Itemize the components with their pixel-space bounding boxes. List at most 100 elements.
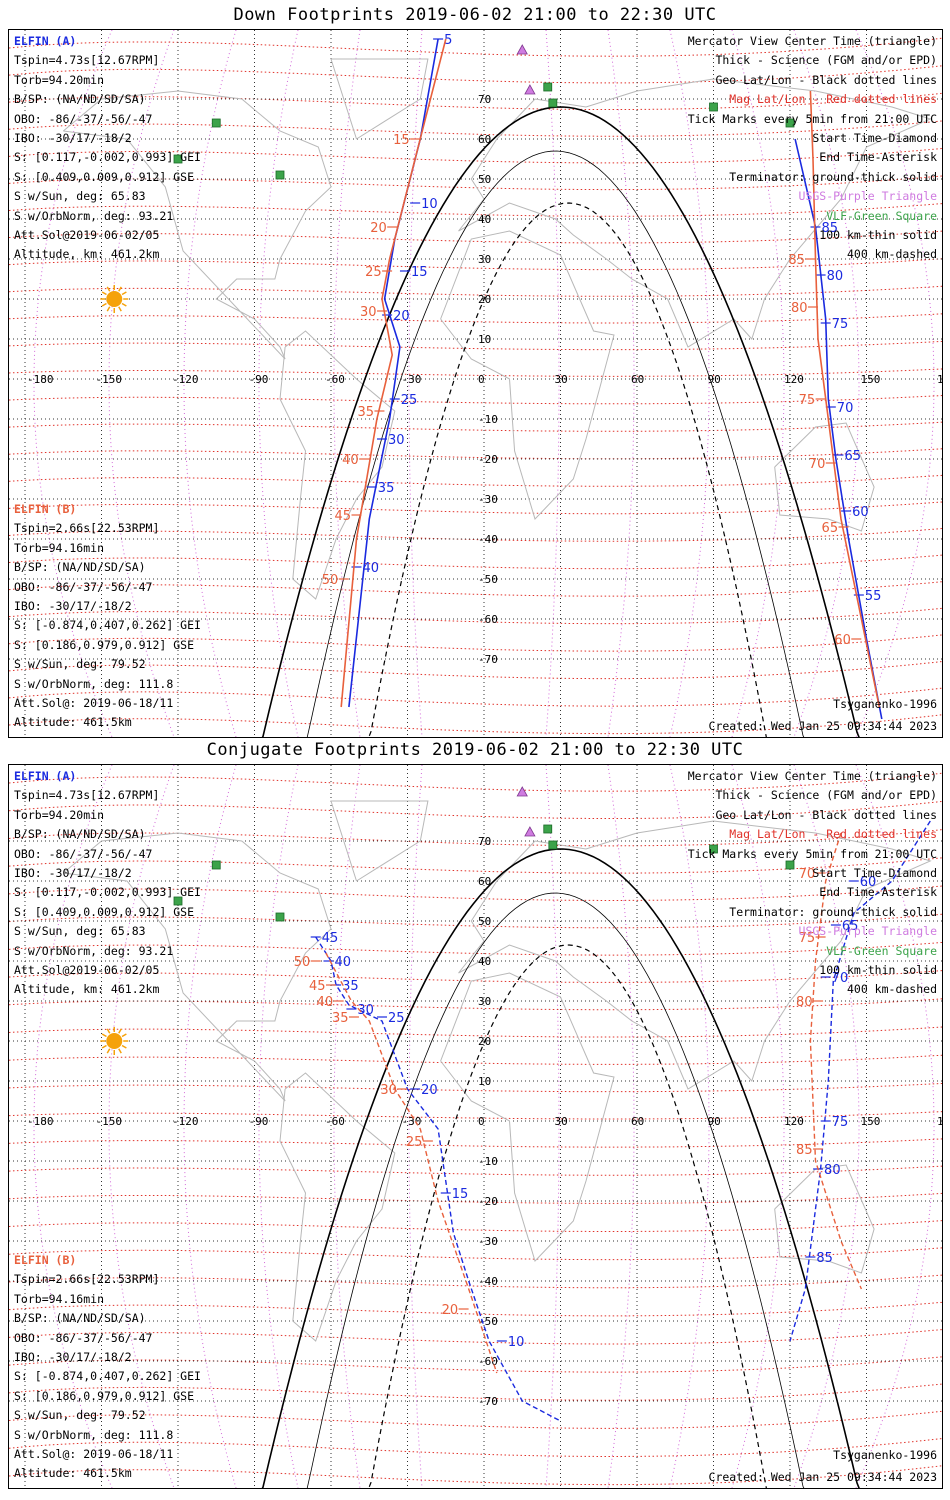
mag-latitude-line [9,1082,942,1093]
vlf-station [548,98,558,108]
mag-latitude-line [9,1220,942,1232]
sun-icon [100,285,129,313]
info-line: S w/OrbNorm, deg: 93.21 [14,208,174,223]
mag-latitude-line [9,285,942,297]
track-time-label: 85 [788,253,805,268]
sun-ray [118,1048,122,1054]
legend-line: USGS-Purple Triangle [798,189,937,204]
track-time-label: 20 [442,1303,459,1318]
track-time-label: 60 [860,875,877,890]
elfin-a-info: ELFIN (A) Tspin=4.73s[12.67RPM] Torb=94.… [14,767,201,1000]
info-line: Altitude: 461.5km [14,1466,132,1481]
track-time-label: 25 [365,265,382,280]
track-time-label: 30 [388,433,405,448]
lat-tick-label: 10 [478,333,491,346]
lon-tick-label: -30 [402,1115,422,1128]
legend-line: 100 km-thin solid [819,227,937,242]
info-line: Torb=94.20min [14,807,105,822]
info-line: Tspin=2.66s[22.53RPM] [14,1272,160,1287]
info-line: Att.Sol@2019-06-02/05 [14,227,160,242]
elfin-b-track-atlantic [340,38,447,708]
track-time-label: 75 [832,317,849,332]
lon-tick-label: 180 [937,373,942,386]
lon-tick-label: 0 [478,373,485,386]
lat-tick-label: -60 [478,1355,498,1368]
sun-disk [106,291,123,307]
track-time-label: 80 [824,1163,841,1178]
track-time-label: 80 [791,301,808,316]
down-footprints-map: -180 -150 -120 -90 -60 -30 0 30 60 90 120 150 180 70 6… [8,29,943,738]
mag-latitude-line [9,421,942,432]
mag-meridian [258,30,299,737]
legend: Mercator View Center Time (triangle) Thi… [688,767,937,1000]
track-time-label: 65 [844,449,861,464]
lon-tick-label: -180 [27,373,54,386]
info-line: Altitude, km: 461.2km [14,982,160,997]
lon-tick-label: -60 [325,373,345,386]
lon-tick-label: 180 [937,1115,942,1128]
info-line: S: [-0.874,0.407,0.262] GEI [14,618,201,633]
sun-disk [106,1033,123,1049]
legend-line: Thick - Science (FGM and/or EPD) [715,788,937,803]
mag-meridian [669,765,710,1488]
sun-ray [106,1028,111,1034]
legend-line: Mercator View Center Time (triangle) [687,34,937,48]
track-time-label: 10 [508,1335,525,1350]
info-line: S w/OrbNorm, deg: 111.8 [14,676,174,691]
mag-latitude-line [9,1026,942,1038]
track-time-label: 35 [357,405,374,420]
info-line: S: [0.117,-0.002,0.993] GEI [14,150,201,165]
lat-tick-label: 20 [478,293,491,306]
track-time-label: 35 [378,481,395,496]
terminator-line [306,150,805,737]
model-label: Tsyganenko-1996 [833,1448,937,1462]
track-time-label: 20 [370,221,387,236]
map-canvas: -180 -150 -120 -90 -60 -30 0 30 60 90 120 150 180 70 6… [9,765,942,1488]
vlf-station [785,118,795,128]
vlf-station [785,860,795,870]
coastline [458,78,932,348]
mag-latitude-line [9,1165,942,1176]
conjugate-footprints-map: -180 -150 -120 -90 -60 -30 0 30 60 90 120 150 180 70 6… [8,764,943,1489]
coastline [62,90,332,360]
lat-tick-label: 60 [478,133,491,146]
sun-ray [101,291,107,296]
terminator-lines [261,106,860,737]
info-line: B/SP: (NA/ND/SD/SA) [14,827,146,842]
mag-meridian [855,765,935,1488]
track-time-label: 40 [342,453,359,468]
track-time-label: 25 [406,1135,423,1150]
geo-grid [9,765,942,1488]
lon-tick-label: 90 [708,1115,721,1128]
lon-tick-label: -150 [96,1115,123,1128]
info-line: S: [-0.874,0.407,0.262] GEI [14,1369,201,1384]
ground-stations [173,786,795,922]
vlf-station [275,170,285,180]
axis-tick-labels: -180 -150 -120 -90 -60 -30 0 30 60 90 120 150 180 70 6… [27,835,942,1408]
coastline [440,972,615,1262]
legend-line: Mag Lat/Lon - Red dotted lines [729,827,937,842]
track-time-label: 60 [852,505,869,520]
lat-tick-label: -50 [478,1315,498,1328]
lat-tick-label: -10 [478,413,498,426]
info-line: IBO: -30/17/-18/2 [14,865,132,880]
usgs-station [524,84,536,95]
lon-tick-label: 30 [555,1115,568,1128]
track-time-label: 85 [816,1251,833,1266]
mag-latitude-line [9,474,942,487]
sun-ray [121,1033,127,1038]
lat-tick-label: 20 [478,1035,491,1048]
legend-line: Tick Marks every 5min from 21:00 UTC [687,111,937,126]
info-line: Torb=94.16min [14,540,105,555]
info-line: Torb=94.16min [14,1291,105,1306]
terminator-line [306,892,805,1488]
lat-tick-label: -30 [478,493,498,506]
legend-line: Tick Marks every 5min from 21:00 UTC [687,846,937,861]
info-line: IBO: -30/17/-18/2 [14,598,132,613]
info-line: Att.Sol@2019-06-02/05 [14,962,160,977]
lat-tick-label: 40 [478,213,491,226]
info-line: OBO: -86/-37/-56/-47 [14,846,153,861]
info-line: Torb=94.20min [14,72,105,87]
mag-latitude-line [9,340,942,351]
mag-meridian [108,30,175,737]
